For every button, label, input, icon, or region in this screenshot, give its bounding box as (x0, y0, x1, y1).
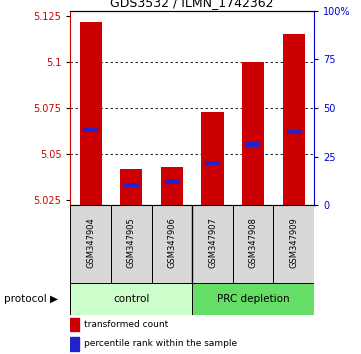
Bar (205, 161, 220, 165)
Text: GSM347906: GSM347906 (168, 217, 177, 268)
Bar (161, 167, 183, 205)
Text: GSM347905: GSM347905 (127, 217, 136, 268)
Bar (83, 128, 98, 132)
Text: GSM347909: GSM347909 (289, 217, 298, 268)
Bar (246, 142, 260, 147)
Text: PRC depletion: PRC depletion (217, 294, 290, 304)
Bar (192, 205, 233, 283)
Bar (165, 179, 179, 184)
Bar (274, 205, 314, 283)
Text: GSM347904: GSM347904 (86, 217, 95, 268)
Bar (152, 205, 192, 283)
Bar (192, 283, 314, 315)
Bar (124, 183, 139, 187)
Bar (287, 130, 301, 134)
Text: GSM347908: GSM347908 (249, 217, 258, 268)
Bar (79, 22, 102, 205)
Bar (70, 318, 79, 331)
Text: protocol ▶: protocol ▶ (4, 294, 58, 304)
Bar (233, 205, 273, 283)
Text: GSM347907: GSM347907 (208, 217, 217, 268)
Bar (111, 205, 152, 283)
Text: transformed count: transformed count (84, 320, 168, 329)
Bar (201, 112, 224, 205)
Bar (242, 62, 264, 205)
Bar (70, 337, 79, 351)
Bar (283, 34, 305, 205)
Title: GDS3532 / ILMN_1742362: GDS3532 / ILMN_1742362 (110, 0, 274, 10)
Bar (120, 169, 143, 205)
Bar (70, 283, 192, 315)
Text: percentile rank within the sample: percentile rank within the sample (84, 339, 237, 348)
Text: control: control (113, 294, 149, 304)
Bar (70, 205, 111, 283)
